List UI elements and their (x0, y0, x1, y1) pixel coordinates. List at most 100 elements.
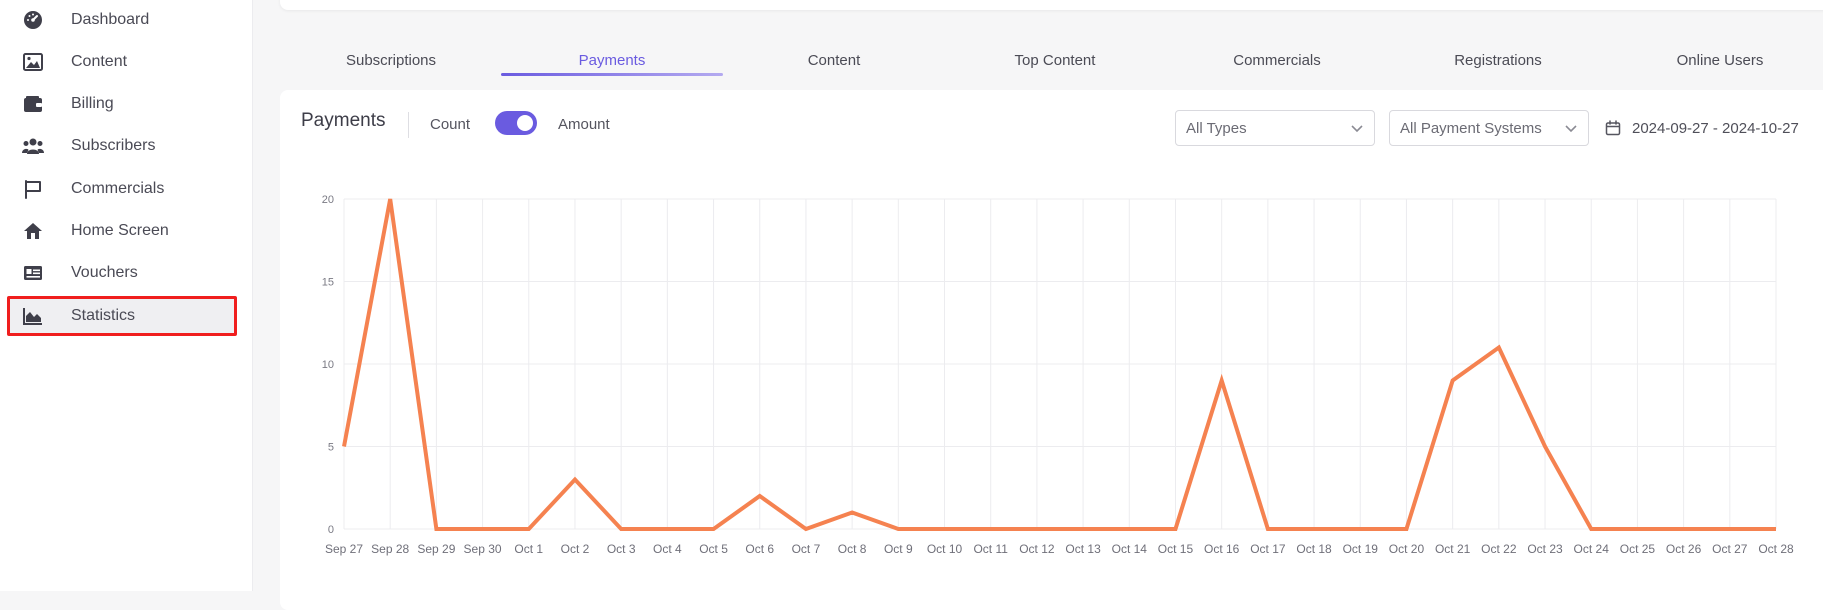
data-point (712, 527, 716, 531)
active-tab-indicator (501, 73, 723, 76)
sidebar-item-label: Commercials (71, 180, 165, 197)
x-tick-label: Oct 5 (699, 542, 728, 556)
sidebar-item-content[interactable]: Content (8, 44, 236, 80)
data-point (1635, 527, 1639, 531)
x-tick-label: Oct 27 (1712, 542, 1748, 556)
data-point (850, 511, 854, 515)
y-tick-label: 0 (328, 524, 334, 536)
flag-icon (22, 178, 44, 200)
x-tick-label: Oct 9 (884, 542, 913, 556)
x-tick-label: Oct 13 (1065, 542, 1101, 556)
date-range-picker[interactable]: 2024-09-27 - 2024-10-27 (1632, 111, 1800, 147)
x-tick-label: Oct 7 (792, 542, 821, 556)
payments-card: Payments Count Amount All Types All Paym… (280, 90, 1823, 610)
title-divider (408, 112, 409, 138)
sidebar-item-billing[interactable]: Billing (8, 86, 236, 122)
data-point (1682, 527, 1686, 531)
data-point (1589, 527, 1593, 531)
data-point (342, 445, 346, 449)
x-tick-label: Oct 19 (1343, 542, 1379, 556)
data-point (1266, 527, 1270, 531)
x-tick-label: Oct 26 (1666, 542, 1702, 556)
area-chart-icon (22, 305, 44, 327)
data-point (896, 527, 900, 531)
sidebar-item-subscribers[interactable]: Subscribers (8, 128, 236, 164)
x-tick-label: Oct 8 (838, 542, 867, 556)
x-tick-label: Oct 21 (1435, 542, 1471, 556)
x-tick-label: Oct 10 (927, 542, 963, 556)
x-tick-label: Oct 25 (1620, 542, 1656, 556)
count-label: Count (430, 116, 471, 133)
payment-system-filter-select[interactable]: All Payment Systems (1389, 110, 1589, 146)
data-point (989, 527, 993, 531)
tab-bar: Subscriptions Payments Content Top Conte… (280, 40, 1823, 80)
x-tick-label: Sep 28 (371, 542, 409, 556)
dashboard-gauge-icon (22, 9, 44, 31)
users-icon (22, 135, 44, 157)
sidebar-item-label: Statistics (71, 307, 136, 324)
data-point (1543, 445, 1547, 449)
series-line (342, 198, 1776, 532)
sidebar-item-label: Home Screen (71, 222, 169, 239)
x-tick-label: Oct 22 (1481, 542, 1517, 556)
x-tick-label: Oct 1 (514, 542, 543, 556)
tab-registrations[interactable]: Registrations (1454, 51, 1542, 69)
data-point (804, 527, 808, 531)
data-point (1497, 346, 1501, 350)
tab-online-users[interactable]: Online Users (1676, 51, 1764, 69)
selection-highlight (7, 296, 237, 336)
data-point (1728, 527, 1732, 531)
voucher-card-icon (22, 262, 44, 284)
chevron-down-icon (1565, 125, 1577, 133)
sidebar-item-label: Billing (71, 95, 114, 112)
tab-top-content[interactable]: Top Content (1014, 51, 1096, 69)
x-tick-label: Sep 29 (417, 542, 455, 556)
data-point (758, 494, 762, 498)
top-card (280, 0, 1823, 10)
type-filter-select[interactable]: All Types (1175, 110, 1375, 146)
tab-payments[interactable]: Payments (578, 51, 646, 69)
data-point (1173, 527, 1177, 531)
sidebar-item-dashboard[interactable]: Dashboard (8, 2, 236, 38)
x-tick-label: Oct 23 (1527, 542, 1563, 556)
data-point (619, 527, 623, 531)
home-icon (22, 220, 44, 242)
image-icon (22, 51, 44, 73)
sidebar-item-home-screen[interactable]: Home Screen (8, 213, 236, 249)
sidebar-item-label: Content (71, 53, 128, 70)
x-tick-label: Sep 27 (325, 542, 363, 556)
type-filter-value: All Types (1186, 119, 1247, 137)
data-point (1220, 379, 1224, 383)
data-point (527, 527, 531, 531)
x-tick-label: Oct 2 (561, 542, 590, 556)
x-tick-label: Oct 6 (745, 542, 774, 556)
x-tick-label: Oct 20 (1389, 542, 1425, 556)
sidebar-item-statistics[interactable]: Statistics (8, 298, 236, 334)
y-tick-label: 20 (322, 194, 334, 206)
x-tick-label: Sep 30 (464, 542, 502, 556)
data-point (481, 527, 485, 531)
data-point (1127, 527, 1131, 531)
count-amount-toggle[interactable] (495, 111, 537, 135)
x-tick-label: Oct 24 (1574, 542, 1610, 556)
x-tick-label: Oct 16 (1204, 542, 1240, 556)
x-tick-label: Oct 4 (653, 542, 682, 556)
x-tick-label: Oct 15 (1158, 542, 1194, 556)
tab-content[interactable]: Content (807, 51, 861, 69)
sidebar-item-commercials[interactable]: Commercials (8, 171, 236, 207)
x-tick-label: Oct 28 (1758, 542, 1794, 556)
sidebar-item-label: Vouchers (71, 264, 138, 281)
date-range-value: 2024-09-27 - 2024-10-27 (1632, 120, 1799, 137)
data-point (1451, 379, 1455, 383)
x-tick-label: Oct 12 (1019, 542, 1055, 556)
data-point (1081, 527, 1085, 531)
data-point (665, 527, 669, 531)
payments-line-chart: 0 5 10 15 20 Sep 27 Sep 28 Sep 29 Sep 30 Oct 1 Oct… (322, 194, 1794, 556)
data-point (1035, 527, 1039, 531)
payment-system-filter-value: All Payment Systems (1400, 119, 1542, 137)
tab-commercials[interactable]: Commercials (1233, 51, 1321, 69)
y-tick-label: 10 (322, 359, 334, 371)
sidebar-item-vouchers[interactable]: Vouchers (8, 255, 236, 291)
tab-subscriptions[interactable]: Subscriptions (345, 51, 437, 69)
x-tick-label: Oct 14 (1112, 542, 1148, 556)
